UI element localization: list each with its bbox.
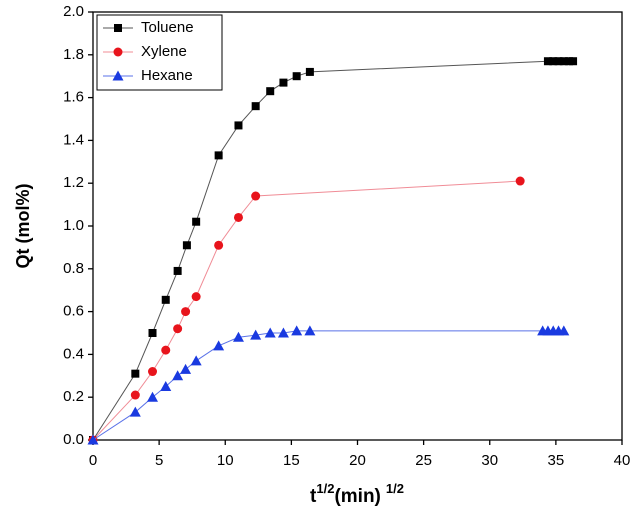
x-tick-label: 0 [89,452,97,469]
marker [172,370,184,381]
x-tick-label: 20 [349,452,366,469]
marker [173,324,183,334]
legend-label: Xylene [141,43,187,60]
marker [130,390,140,400]
marker [173,266,182,275]
x-tick-label: 40 [614,452,631,469]
y-axis-label: Qt (mol%) [13,184,33,269]
x-axis-label: t1/2(min) 1/2 [310,481,404,507]
marker [190,355,202,366]
x-tick-label: 10 [217,452,234,469]
y-tick-label: 1.4 [63,131,84,148]
marker [148,329,157,337]
marker [113,47,123,57]
y-tick-label: 0.4 [63,345,84,362]
legend-label: Hexane [141,67,193,84]
marker [569,57,578,66]
y-tick-label: 1.2 [63,174,84,191]
y-tick-label: 0.0 [63,431,84,448]
y-tick-label: 0.2 [63,388,84,405]
marker [114,24,122,32]
marker [87,434,99,445]
marker [292,72,301,81]
x-label-unit-sup: 1/2 [386,481,404,496]
marker [161,345,171,355]
marker [131,369,140,378]
x-tick-label: 35 [548,452,565,469]
marker [214,151,223,160]
y-tick-label: 2.0 [63,3,84,20]
marker [192,217,201,226]
marker [305,67,314,76]
marker [233,212,243,222]
y-tick-label: 1.0 [63,217,84,234]
marker [232,331,244,342]
marker [214,240,224,250]
x-tick-label: 30 [481,452,498,469]
x-label-base: t [310,486,317,507]
x-tick-label: 5 [155,452,163,469]
marker [251,191,261,201]
marker [234,121,243,130]
marker [160,381,172,391]
marker [554,57,563,66]
marker [279,78,288,87]
marker [213,340,225,351]
y-tick-label: 1.6 [63,89,84,106]
x-tick-label: 15 [283,452,300,469]
marker [266,87,275,96]
marker [549,57,558,66]
x-label-unit: (min) [334,486,380,507]
marker [161,295,170,304]
marker [112,70,124,81]
y-tick-label: 1.8 [63,46,84,63]
marker [543,57,552,66]
marker [515,176,525,186]
marker [148,367,158,377]
marker [304,325,316,336]
x-label-sup: 1/2 [316,481,334,496]
marker [251,102,260,111]
x-tick-label: 25 [415,452,432,469]
marker [180,363,192,374]
marker [182,241,191,250]
marker [264,327,276,338]
marker [147,391,159,402]
legend-label: Toluene [141,19,194,36]
marker [250,329,262,340]
y-tick-label: 0.6 [63,303,84,320]
marker [129,406,141,417]
marker [558,325,570,336]
marker [181,307,191,317]
marker [191,292,201,302]
marker [277,327,289,338]
y-tick-label: 0.8 [63,260,84,277]
marker [291,325,303,336]
marker [559,57,568,66]
